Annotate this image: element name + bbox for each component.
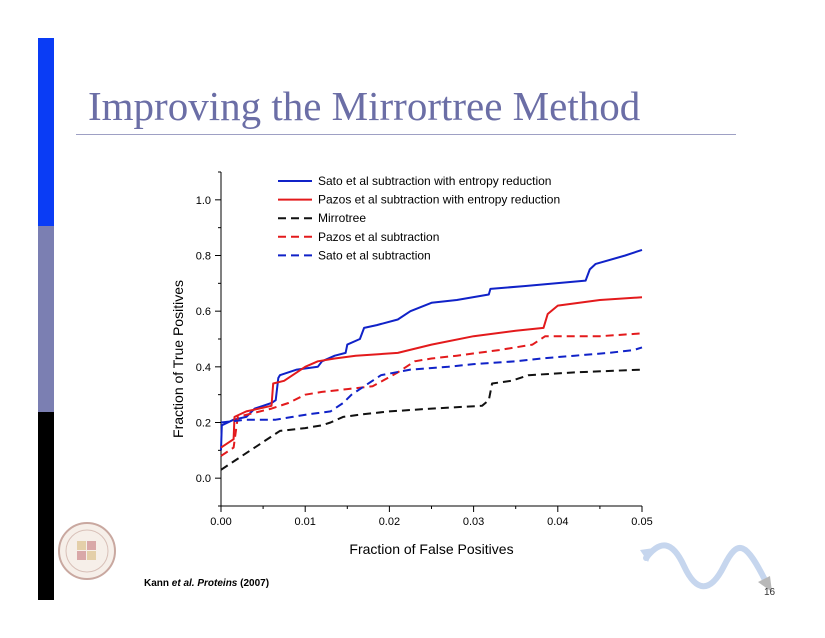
series-line-2 [220,296,643,449]
citation-et-al: et al. [171,578,195,589]
x-axis-title: Fraction of False Positives [349,541,513,557]
citation-year: (2007) [237,578,270,589]
citation-authors: Kann [144,578,172,589]
y-tick-label: 0.6 [196,306,211,318]
y-tick-label: 1.0 [196,195,211,207]
sidebar-accent-gray [38,226,54,412]
university-seal-icon [58,522,116,580]
chart-series-group [220,248,643,471]
y-tick-label: 0.4 [196,362,211,374]
page-number: 16 [764,587,776,598]
series-line-4 [220,332,643,457]
legend-label-5: Sato et al subtraction [318,248,431,262]
chart-legend: Sato et al subtraction with entropy redu… [278,174,560,262]
y-tick-label: 0.0 [196,473,211,485]
x-tick-label: 0.05 [631,516,652,528]
legend-label-1: Sato et al subtraction with entropy redu… [318,174,551,188]
series-line-5 [220,346,643,424]
chart-axes: 0.00 0.01 0.02 0.03 0.04 0.05 0.0 0.2 0.4 0.6 0.8 1… [170,171,653,557]
series-line-3 [220,368,643,471]
y-tick-label: 0.2 [196,418,211,430]
sine-wave-arrow-icon [640,542,772,592]
x-tick-label: 0.03 [463,516,484,528]
title-underline [76,134,736,135]
legend-label-3: Mirrotree [318,211,366,225]
legend-label-4: Pazos et al subtraction [318,230,439,244]
legend-label-2: Pazos et al subtraction with entropy red… [318,193,560,207]
citation: Kann et al. Proteins (2007) [144,578,269,589]
x-tick-label: 0.02 [379,516,400,528]
x-tick-label: 0.04 [547,516,568,528]
y-axis-title: Fraction of True Positives [170,280,186,438]
sidebar-accent-blue [38,38,54,226]
y-tick-label: 0.8 [196,251,211,263]
x-tick-label: 0.01 [294,516,315,528]
x-tick-label: 0.00 [210,516,231,528]
citation-journal: Proteins [194,578,238,589]
series-line-1 [220,248,643,451]
sidebar-accent-black [38,412,54,600]
slide-title: Improving the Mirrortree Method [88,83,641,129]
